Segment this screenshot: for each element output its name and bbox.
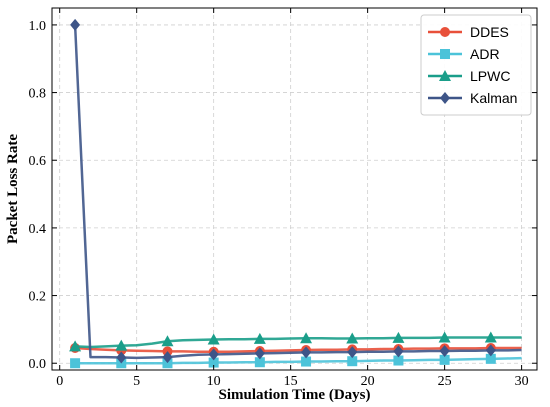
data-point-adr	[208, 357, 219, 368]
x-tick-label: 25	[438, 374, 452, 389]
y-tick-label: 0.0	[29, 357, 47, 372]
x-tick-label: 15	[284, 374, 298, 389]
series-kalman	[70, 18, 522, 364]
data-point-lpwc	[392, 331, 405, 343]
series-lpwc	[69, 331, 522, 352]
data-point-lpwc	[438, 331, 451, 343]
y-tick-label: 1.0	[29, 19, 47, 34]
plot-frame	[51, 7, 538, 371]
legend-entry-adr: ADR	[428, 46, 500, 62]
data-point-kalman	[301, 346, 312, 359]
legend-label: ADR	[470, 46, 500, 62]
data-point-adr	[70, 358, 81, 369]
x-axis-title: Simulation Time (Days)	[219, 387, 371, 403]
data-point-kalman	[485, 344, 496, 357]
legend-swatch-marker	[440, 49, 450, 59]
data-point-lpwc	[253, 332, 266, 344]
data-point-adr	[439, 354, 450, 365]
data-point-kalman	[70, 18, 81, 31]
data-point-adr	[485, 353, 496, 364]
data-point-lpwc	[161, 335, 174, 347]
x-tick-label: 5	[133, 374, 140, 389]
data-point-lpwc	[484, 331, 497, 343]
legend-swatch-marker	[440, 92, 450, 104]
y-tick-label: 0.2	[29, 290, 47, 305]
data-point-kalman	[439, 345, 450, 358]
data-point-kalman	[347, 346, 358, 359]
legend-label: Kalman	[470, 90, 517, 106]
data-point-adr	[347, 356, 358, 367]
legend-box	[420, 14, 532, 116]
data-point-lpwc	[115, 339, 128, 351]
data-point-lpwc	[69, 340, 82, 352]
data-point-kalman	[393, 345, 404, 358]
data-point-lpwc	[300, 332, 313, 344]
y-tick-label: 0.4	[29, 222, 47, 237]
data-point-lpwc	[207, 333, 220, 345]
data-point-adr	[162, 358, 173, 369]
legend-entry-kalman: Kalman	[428, 90, 517, 106]
y-tick-label: 0.8	[29, 87, 47, 102]
x-tick-label: 0	[56, 374, 63, 389]
data-point-kalman	[116, 351, 127, 364]
axis-ticks: 0 5 10 15 20 25 30 0.0 0.2 0.4 0.6 0.8 1.0	[29, 8, 537, 389]
x-tick-label: 20	[361, 374, 375, 389]
data-point-kalman	[254, 347, 265, 360]
legend-swatch-marker	[440, 27, 450, 37]
legend: DDES ADR LPWC Kalman	[420, 14, 532, 116]
series-lines	[69, 18, 522, 369]
data-point-adr	[393, 355, 404, 366]
data-point-adr	[254, 357, 265, 368]
data-point-lpwc	[346, 332, 359, 344]
legend-entry-lpwc: LPWC	[428, 68, 510, 84]
y-tick-label: 0.6	[29, 154, 47, 169]
legend-entry-ddes: DDES	[428, 24, 509, 40]
y-axis-title: Packet Loss Rate	[5, 134, 21, 244]
data-point-adr	[301, 356, 312, 367]
legend-label: DDES	[470, 24, 509, 40]
x-tick-label: 10	[207, 374, 221, 389]
x-tick-label: 30	[515, 374, 529, 389]
legend-swatch-marker	[439, 70, 451, 81]
data-point-kalman	[162, 351, 173, 364]
data-point-kalman	[208, 348, 219, 361]
legend-label: LPWC	[470, 68, 510, 84]
